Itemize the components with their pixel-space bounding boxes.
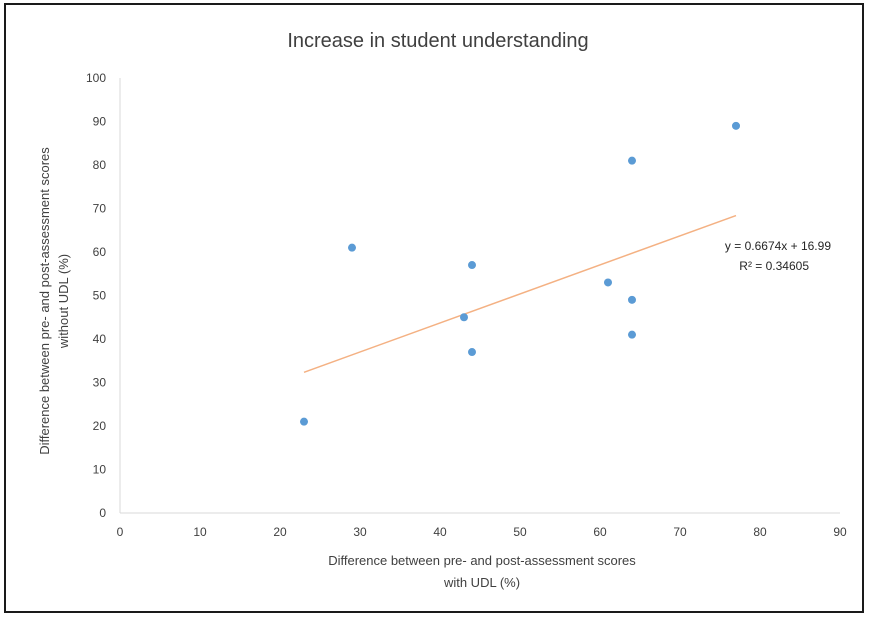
data-point bbox=[348, 243, 356, 252]
data-point bbox=[732, 121, 740, 130]
y-tick-labels: 0 10 20 30 40 50 60 70 80 90 100 bbox=[86, 71, 106, 520]
data-point bbox=[628, 156, 636, 165]
x-tick-label: 60 bbox=[593, 525, 607, 539]
x-tick-label: 0 bbox=[117, 525, 124, 539]
y-tick-label: 70 bbox=[93, 202, 107, 216]
y-axis-label: Difference between pre- and post-assessm… bbox=[37, 147, 71, 455]
trendline-r-squared: R² = 0.34605 bbox=[739, 259, 809, 273]
trendline-equation: y = 0.6674x + 16.99 bbox=[725, 239, 831, 253]
y-tick-label: 40 bbox=[93, 332, 107, 346]
y-tick-label: 50 bbox=[93, 289, 107, 303]
data-point bbox=[604, 278, 612, 287]
data-point bbox=[300, 417, 308, 426]
x-tick-label: 80 bbox=[753, 525, 767, 539]
x-axis-label-line-2: with UDL (%) bbox=[443, 575, 520, 590]
y-tick-label: 100 bbox=[86, 71, 106, 85]
y-tick-label: 20 bbox=[93, 419, 107, 433]
y-tick-label: 10 bbox=[93, 463, 107, 477]
data-point bbox=[468, 348, 476, 357]
scatter-chart: Increase in student understanding 0 10 20 3… bbox=[37, 30, 847, 590]
x-tick-label: 90 bbox=[833, 525, 847, 539]
data-points bbox=[300, 121, 740, 426]
y-axis-label-line-2: without UDL (%) bbox=[56, 254, 71, 349]
x-tick-label: 40 bbox=[433, 525, 447, 539]
y-tick-label: 60 bbox=[93, 245, 107, 259]
x-tick-label: 50 bbox=[513, 525, 527, 539]
x-tick-label: 30 bbox=[353, 525, 367, 539]
data-point bbox=[460, 313, 468, 322]
data-point bbox=[628, 295, 636, 304]
chart-frame: Increase in student understanding 0 10 20 3… bbox=[4, 3, 864, 613]
x-tick-labels: 0 10 20 30 40 50 60 70 80 90 bbox=[117, 525, 847, 539]
y-tick-label: 0 bbox=[99, 506, 106, 520]
x-tick-label: 20 bbox=[273, 525, 287, 539]
y-axis-label-line-1: Difference between pre- and post-assessm… bbox=[37, 147, 52, 455]
data-point bbox=[628, 330, 636, 339]
x-axis-label-line-1: Difference between pre- and post-assessm… bbox=[328, 553, 636, 568]
x-tick-label: 70 bbox=[673, 525, 687, 539]
data-point bbox=[468, 261, 476, 270]
y-tick-label: 30 bbox=[93, 376, 107, 390]
y-tick-label: 90 bbox=[93, 115, 107, 129]
x-tick-label: 10 bbox=[193, 525, 207, 539]
axes bbox=[119, 78, 840, 514]
trendline bbox=[303, 214, 737, 374]
chart-title: Increase in student understanding bbox=[287, 30, 588, 52]
y-tick-label: 80 bbox=[93, 158, 107, 172]
